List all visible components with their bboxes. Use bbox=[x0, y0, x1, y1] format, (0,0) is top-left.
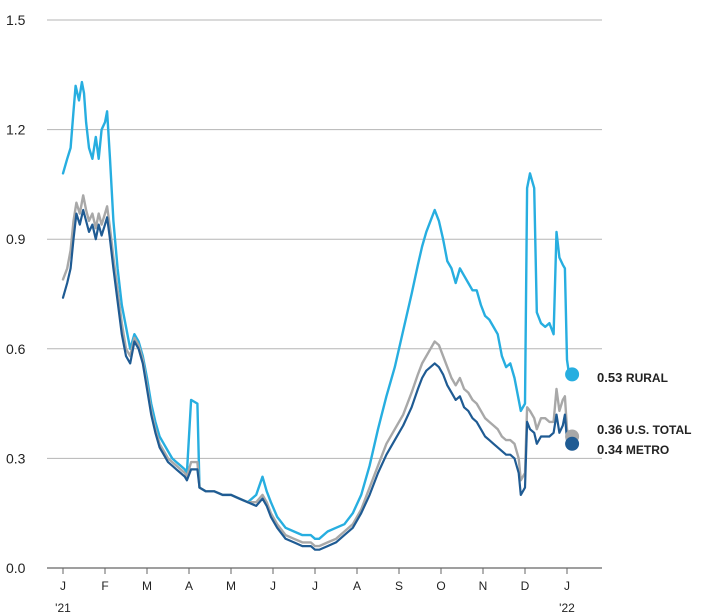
x-tick-label: A bbox=[353, 579, 361, 593]
x-year-label: '22 bbox=[559, 601, 575, 615]
x-tick-label: M bbox=[142, 579, 152, 593]
series-line-metro bbox=[61, 208, 571, 551]
series-lines bbox=[61, 80, 571, 551]
y-tick-label: 1.5 bbox=[6, 12, 26, 28]
series-end-label: 0.34 METRO bbox=[597, 442, 669, 457]
x-tick-label: N bbox=[479, 579, 488, 593]
series-end-label: 0.36 U.S. TOTAL bbox=[597, 422, 691, 437]
x-axis: J F M A M J J A S O N D J '21 '22 bbox=[55, 568, 575, 615]
series-line-rural bbox=[61, 80, 571, 540]
series-end-labels: 0.53 RURAL 0.36 U.S. TOTAL 0.34 METRO bbox=[565, 367, 691, 457]
x-tick-label: D bbox=[521, 579, 530, 593]
x-tick-label: S bbox=[395, 579, 403, 593]
series-end-dot bbox=[565, 367, 580, 382]
x-tick-label: O bbox=[436, 579, 445, 593]
gridlines bbox=[47, 19, 602, 569]
y-tick-label: 0.0 bbox=[6, 560, 26, 576]
series-end-label: 0.53 RURAL bbox=[597, 370, 668, 385]
x-tick-label: J bbox=[60, 579, 66, 593]
x-tick-label: F bbox=[101, 579, 108, 593]
y-tick-label: 1.2 bbox=[6, 122, 26, 138]
y-axis-tick-labels: 0.0 0.3 0.6 0.9 1.2 1.5 bbox=[6, 12, 26, 576]
y-tick-label: 0.3 bbox=[6, 450, 26, 466]
series-line-u-s-total bbox=[61, 194, 571, 548]
x-tick-label: J bbox=[312, 579, 318, 593]
y-tick-label: 0.6 bbox=[6, 341, 26, 357]
x-tick-label: A bbox=[185, 579, 193, 593]
y-tick-label: 0.9 bbox=[6, 231, 26, 247]
x-tick-label: M bbox=[226, 579, 236, 593]
series-end-dot bbox=[565, 436, 580, 451]
x-tick-label: J bbox=[270, 579, 276, 593]
x-year-label: '21 bbox=[55, 601, 71, 615]
x-tick-label: J bbox=[564, 579, 570, 593]
